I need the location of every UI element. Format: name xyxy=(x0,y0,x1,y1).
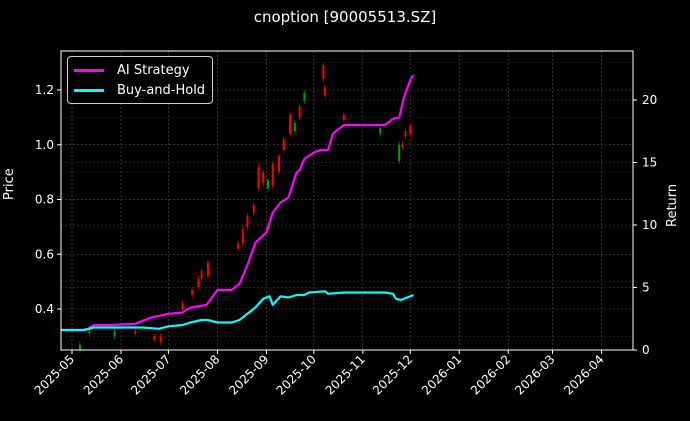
y-tick-label-right: 5 xyxy=(642,281,650,295)
grid-lines xyxy=(61,51,633,351)
buy-and-hold-swatch xyxy=(74,88,104,92)
legend-item-ai-strategy: AI Strategy xyxy=(74,60,190,80)
x-tick-label: 2026-02 xyxy=(468,352,513,397)
x-tick-label: 2026-03 xyxy=(512,352,557,397)
y-tick-label-right: 0 xyxy=(642,343,650,357)
x-tick-label: 2025-11 xyxy=(323,352,368,397)
x-tick-label: 2025-08 xyxy=(177,352,222,397)
x-tick-label: 2025-06 xyxy=(81,352,126,397)
y-tick-label-left: 0.6 xyxy=(35,247,54,261)
x-tick-label: 2025-10 xyxy=(274,352,319,397)
y-tick-label-left: 1.0 xyxy=(35,138,54,152)
x-tick-label: 2025-07 xyxy=(128,352,173,397)
price-candles xyxy=(78,62,412,354)
buy-and-hold-line xyxy=(61,290,414,332)
chart-title: cnoption [90005513.SZ] xyxy=(253,8,437,26)
legend: AI Strategy Buy-and-Hold xyxy=(67,56,213,104)
y-tick-label-left: 1.2 xyxy=(35,83,54,97)
x-tick-label: 2026-04 xyxy=(561,352,606,397)
legend-label: Buy-and-Hold xyxy=(117,82,206,98)
ai-strategy-swatch xyxy=(74,68,104,72)
y-tick-label-left: 0.4 xyxy=(35,302,54,316)
x-tick-label: 2025-12 xyxy=(370,352,415,397)
y-tick-label-right: 10 xyxy=(642,218,657,232)
return-lines xyxy=(61,74,415,332)
x-tick-label: 2026-01 xyxy=(419,352,464,397)
ai-strategy-line xyxy=(61,74,415,332)
y-tick-label-right: 20 xyxy=(642,93,657,107)
plot-frame xyxy=(60,50,634,351)
x-tick-label: 2025-09 xyxy=(226,352,271,397)
legend-item-buy-and-hold: Buy-and-Hold xyxy=(74,80,205,100)
y-tick-label-right: 15 xyxy=(642,156,657,170)
y-axis-label-left: Price xyxy=(2,168,17,200)
legend-label: AI Strategy xyxy=(117,62,190,78)
y-axis-label-right: Return xyxy=(665,183,680,227)
y-tick-label-left: 0.8 xyxy=(35,193,54,207)
x-tick-label: 2025-05 xyxy=(32,352,77,397)
